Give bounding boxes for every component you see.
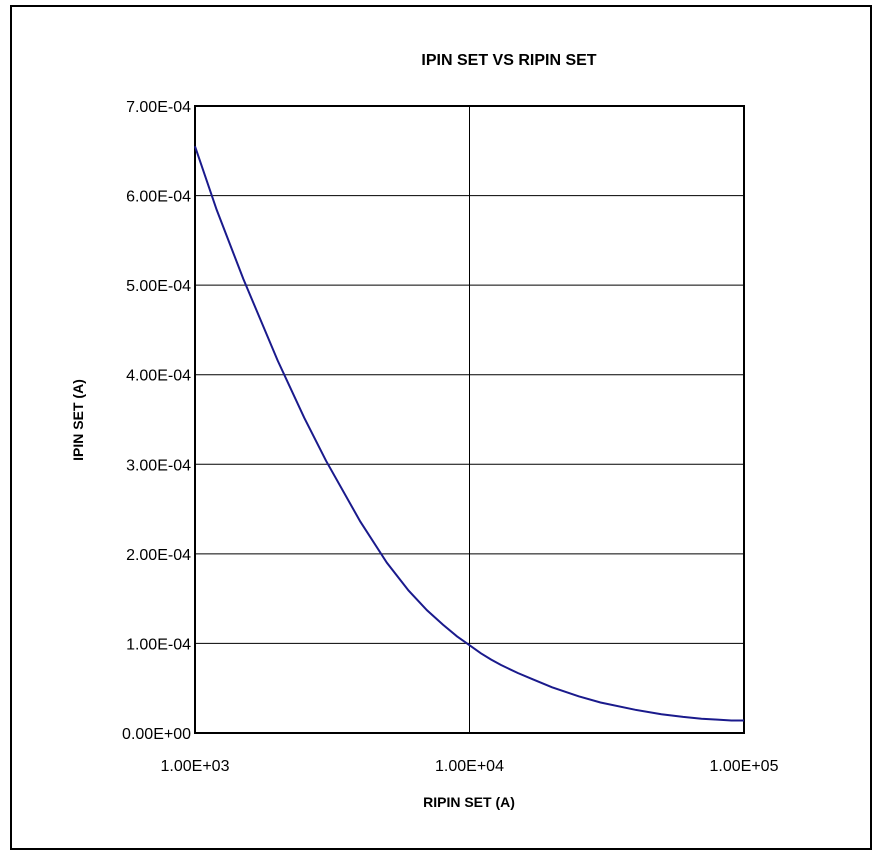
y-tick-label: 5.00E-04 [126, 278, 191, 295]
x-tick-label: 1.00E+03 [161, 758, 230, 775]
chart-title: IPIN SET VS RIPIN SET [421, 52, 596, 69]
y-tick-label: 4.00E-04 [126, 368, 191, 385]
x-tick-label: 1.00E+04 [435, 758, 504, 775]
chart-frame [10, 5, 872, 850]
series-group [194, 145, 744, 722]
y-axis-label: IPIN SET (A) [70, 379, 86, 461]
x-tick-labels: 1.00E+03 1.00E+04 1.00E+05 [161, 758, 779, 775]
grid [194, 105, 745, 734]
y-tick-label: 2.00E-04 [126, 547, 191, 564]
y-tick-label: 7.00E-04 [126, 99, 191, 116]
y-tick-label: 6.00E-04 [126, 189, 191, 206]
plot-area [194, 105, 745, 734]
y-tick-label: 3.00E-04 [126, 457, 191, 474]
x-tick-label: 1.00E+05 [710, 758, 779, 775]
y-tick-label: 1.00E-04 [126, 636, 191, 653]
x-axis-label: RIPIN SET (A) [423, 794, 515, 810]
y-tick-label: 0.00E+00 [122, 726, 191, 743]
series-line [194, 145, 744, 722]
y-tick-labels: 0.00E+00 1.00E-04 2.00E-04 3.00E-04 4.00E-04… [122, 99, 191, 743]
